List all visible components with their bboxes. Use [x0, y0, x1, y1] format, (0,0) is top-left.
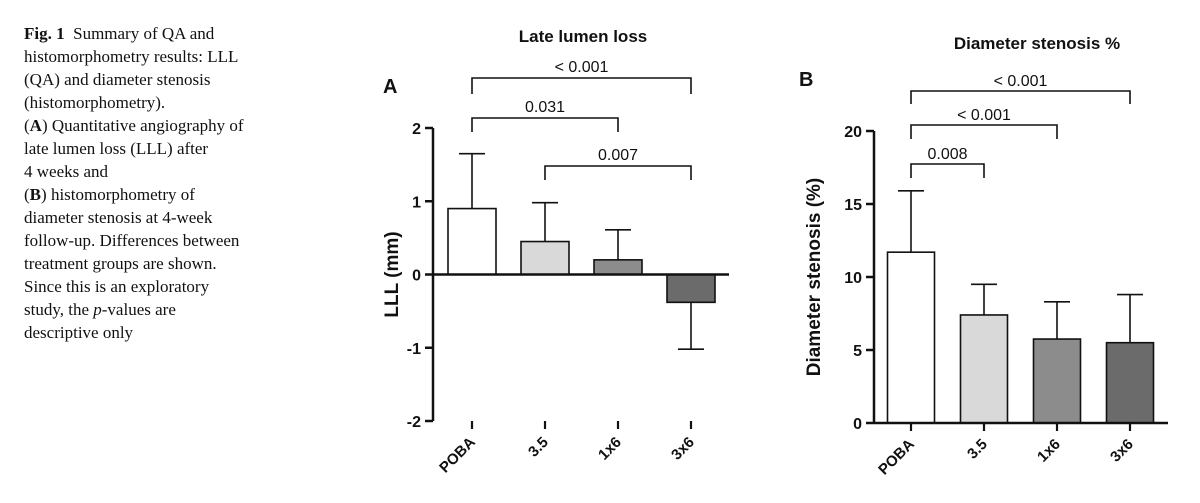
bar-3-5 — [520, 240, 570, 276]
y-tick-label: -1 — [407, 341, 421, 358]
y-tick-label: 2 — [412, 121, 421, 138]
caption-line: study, the — [24, 300, 94, 319]
caption-fig-label: Fig. 1 — [24, 24, 65, 43]
caption-panel-b-ref: B — [29, 185, 42, 204]
significance-bracket — [471, 77, 692, 94]
y-tick-label: 0 — [412, 268, 421, 285]
y-tick-label: 10 — [844, 270, 862, 287]
significance-bracket — [910, 90, 1131, 104]
caption-line: diameter stenosis at 4-week — [24, 208, 213, 227]
p-value-label: < 0.001 — [994, 73, 1048, 90]
bar-3x6 — [1105, 341, 1155, 424]
caption-line: treatment groups are shown. — [24, 254, 217, 273]
significance-bracket — [910, 124, 1058, 139]
p-value-label: 0.008 — [927, 146, 967, 163]
caption-line: (QA) and diameter stenosis — [24, 70, 211, 89]
x-tick-label: POBA — [436, 434, 479, 477]
p-value-label: < 0.001 — [957, 107, 1011, 124]
y-axis-label: Diameter stenosis (%) — [804, 178, 825, 377]
caption-line: (histomorphometry). — [24, 93, 166, 112]
y-tick-label: 5 — [853, 343, 862, 360]
p-value-label: 0.007 — [598, 147, 638, 164]
caption-line: late lumen loss (LLL) after — [24, 139, 209, 158]
caption-line: descriptive only — [24, 323, 134, 342]
figure-caption: Fig. 1 Summary of QA and histomorphometr… — [24, 22, 294, 344]
chart-title: Diameter stenosis % — [954, 34, 1120, 53]
caption-title: Summary of QA and — [73, 24, 215, 43]
y-tick-label: -2 — [407, 414, 421, 431]
caption-line: Quantitative angiography of — [51, 116, 244, 135]
y-tick-label: 1 — [412, 194, 421, 211]
caption-line: Since this is an exploratory — [24, 277, 210, 296]
bar-poba — [886, 251, 936, 424]
bar-3-5 — [959, 314, 1009, 424]
caption-line: follow-up. Differences between — [24, 231, 240, 250]
bar-1x6 — [593, 259, 643, 276]
caption-line: -values are — [101, 300, 176, 319]
y-tick-label: 0 — [853, 416, 862, 433]
y-tick-label: 15 — [844, 197, 862, 214]
x-tick-label: 3x6 — [668, 434, 698, 464]
significance-bracket — [910, 163, 985, 178]
x-tick-label: 3.5 — [525, 434, 552, 461]
caption-panel-a-ref: A — [29, 116, 42, 135]
y-tick-label: 20 — [844, 124, 862, 141]
x-tick-label: 1x6 — [595, 434, 625, 464]
p-value-label: < 0.001 — [555, 59, 609, 76]
bar-poba — [447, 207, 497, 276]
x-tick-label: 1x6 — [1034, 436, 1064, 466]
panel-label: B — [799, 69, 813, 91]
chart-title: Late lumen loss — [519, 27, 647, 46]
caption-line: 4 weeks and — [24, 162, 109, 181]
x-tick-label: 3x6 — [1107, 436, 1137, 466]
caption-p-italic: p — [93, 300, 102, 319]
significance-bracket — [544, 165, 692, 180]
bar-1x6 — [1032, 338, 1082, 424]
p-value-label: 0.031 — [525, 99, 565, 116]
x-tick-label: 3.5 — [964, 436, 991, 463]
panel-label: A — [383, 76, 397, 98]
x-tick-label: POBA — [875, 436, 918, 479]
caption-line: histomorphometry of — [50, 185, 195, 204]
significance-bracket — [471, 117, 619, 132]
bar-3x6 — [666, 273, 716, 304]
y-axis-label: LLL (mm) — [382, 231, 403, 317]
caption-line: histomorphometry results: LLL — [24, 47, 239, 66]
